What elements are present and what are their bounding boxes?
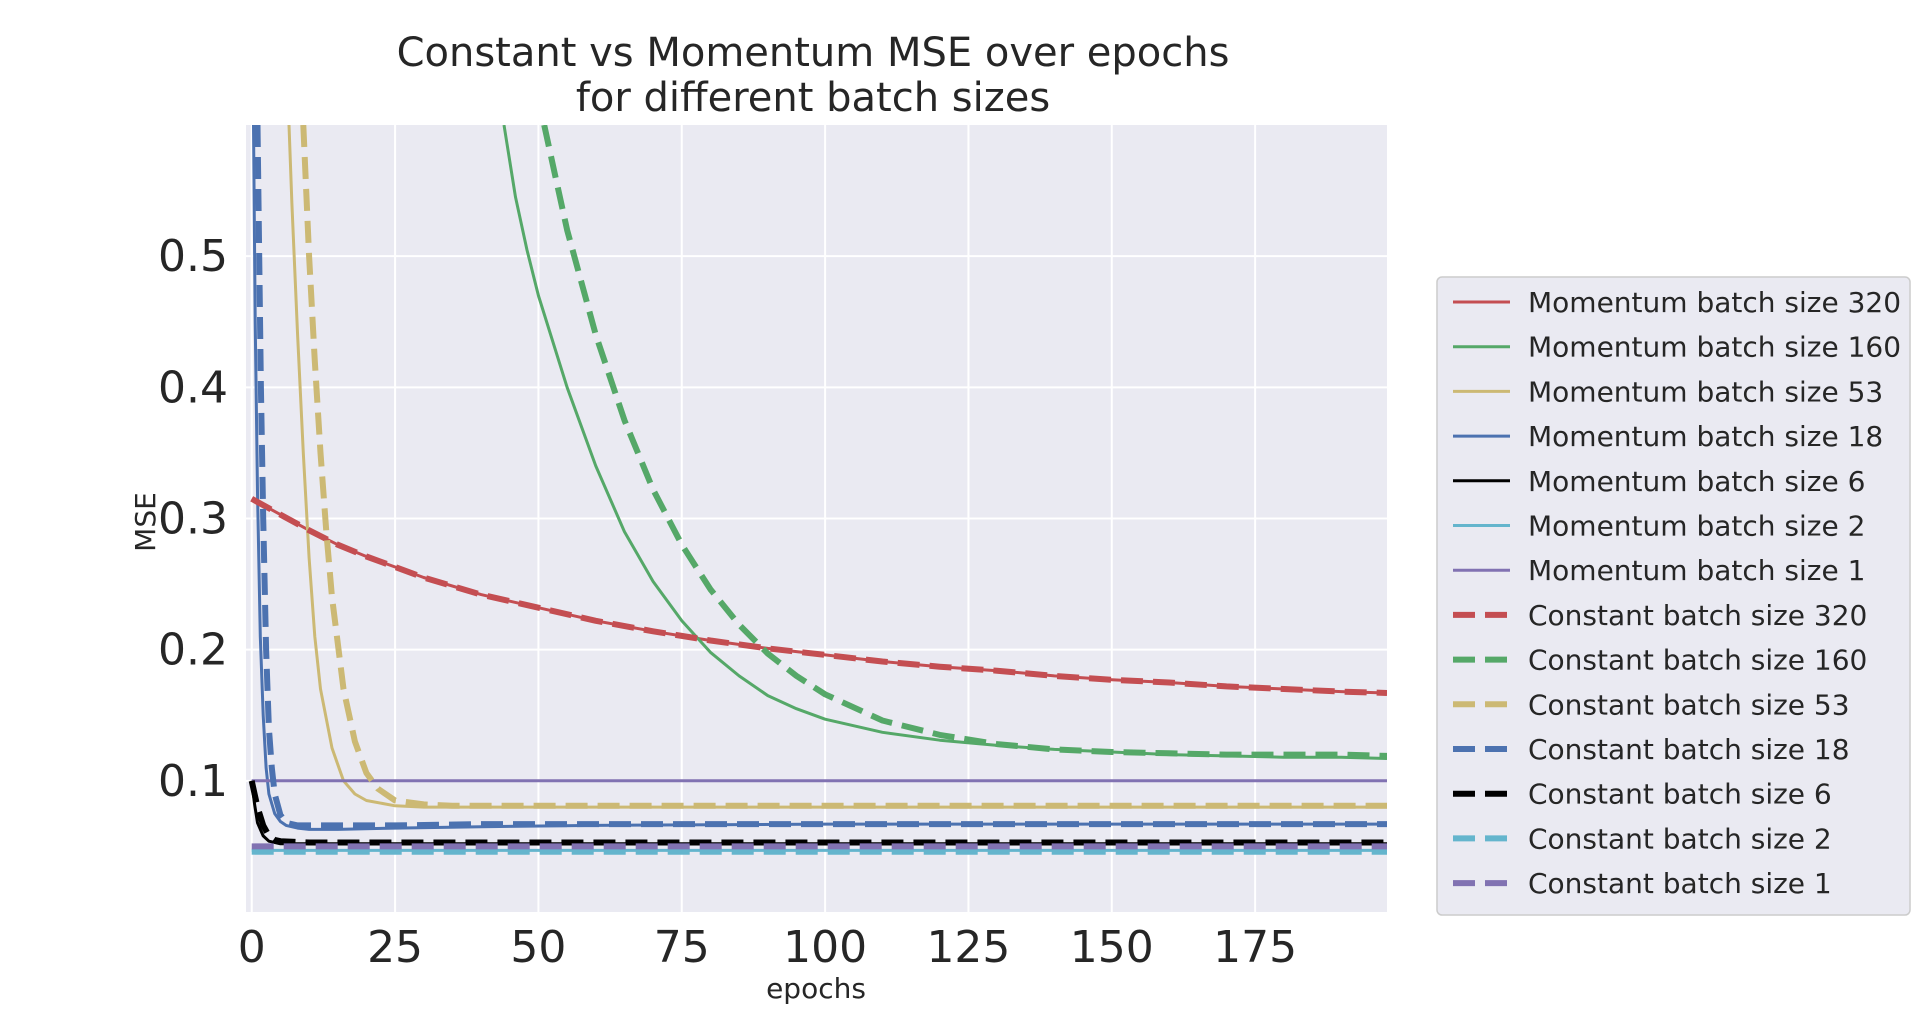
x-tick-label-0: 0: [238, 922, 266, 973]
legend-label-momentum-batch-size-320: Momentum batch size 320: [1528, 286, 1901, 319]
y-tick-label-0: 0.1: [158, 756, 228, 807]
legend-label-momentum-batch-size-2: Momentum batch size 2: [1528, 510, 1865, 543]
y-axis-label: MSE: [129, 492, 162, 552]
y-tick-label-2: 0.3: [158, 494, 228, 545]
x-tick-label-5: 125: [926, 922, 1010, 973]
series-line-momentum-batch-size-160: [502, 125, 1387, 760]
legend-label-momentum-batch-size-160: Momentum batch size 160: [1528, 331, 1901, 364]
legend-label-constant-batch-size-2: Constant batch size 2: [1528, 822, 1832, 855]
series-line-constant-batch-size-320: [250, 496, 1387, 696]
series-line-constant-batch-size-53: [300, 125, 1387, 809]
legend-label-momentum-batch-size-6: Momentum batch size 6: [1528, 465, 1865, 498]
x-tick-label-7: 175: [1213, 922, 1297, 973]
legend-label-constant-batch-size-6: Constant batch size 6: [1528, 778, 1832, 811]
legend-label-constant-batch-size-160: Constant batch size 160: [1528, 644, 1867, 677]
legend-label-momentum-batch-size-18: Momentum batch size 18: [1528, 420, 1883, 453]
y-tick-label-1: 0.2: [158, 625, 228, 676]
x-tick-label-2: 50: [510, 922, 566, 973]
series-line-constant-batch-size-18: [254, 125, 1387, 829]
legend-frame: [1436, 276, 1911, 916]
legend-label-momentum-batch-size-53: Momentum batch size 53: [1528, 375, 1883, 408]
y-tick-label-4: 0.5: [158, 231, 228, 282]
legend-label-constant-batch-size-53: Constant batch size 53: [1528, 688, 1850, 721]
y-tick-label-3: 0.4: [158, 362, 228, 413]
series-line-constant-batch-size-6: [248, 780, 1387, 846]
x-tick-label-1: 25: [367, 922, 423, 973]
legend-label-constant-batch-size-1: Constant batch size 1: [1528, 867, 1832, 900]
chart-title-line-2: for different batch sizes: [576, 75, 1050, 121]
x-tick-label-6: 150: [1070, 922, 1154, 973]
legend-label-constant-batch-size-320: Constant batch size 320: [1528, 599, 1867, 632]
x-axis-label: epochs: [766, 972, 866, 1005]
legend: Momentum batch size 320 Momentum batch si…: [1436, 276, 1911, 916]
x-tick-label-3: 75: [654, 922, 710, 973]
x-tick-label-4: 100: [783, 922, 867, 973]
legend-items: Momentum batch size 320 Momentum batch si…: [1453, 286, 1901, 900]
series-lines: [248, 125, 1387, 855]
legend-label-constant-batch-size-18: Constant batch size 18: [1528, 733, 1850, 766]
tick-labels: 0 25 50 75 100 125 150 175 0.1 0.2 0.3 0.4 0.5: [158, 231, 1297, 973]
series-line-constant-batch-size-160: [541, 125, 1387, 759]
chart-title-line-1: Constant vs Momentum MSE over epochs: [397, 30, 1230, 76]
legend-label-momentum-batch-size-1: Momentum batch size 1: [1528, 554, 1865, 587]
